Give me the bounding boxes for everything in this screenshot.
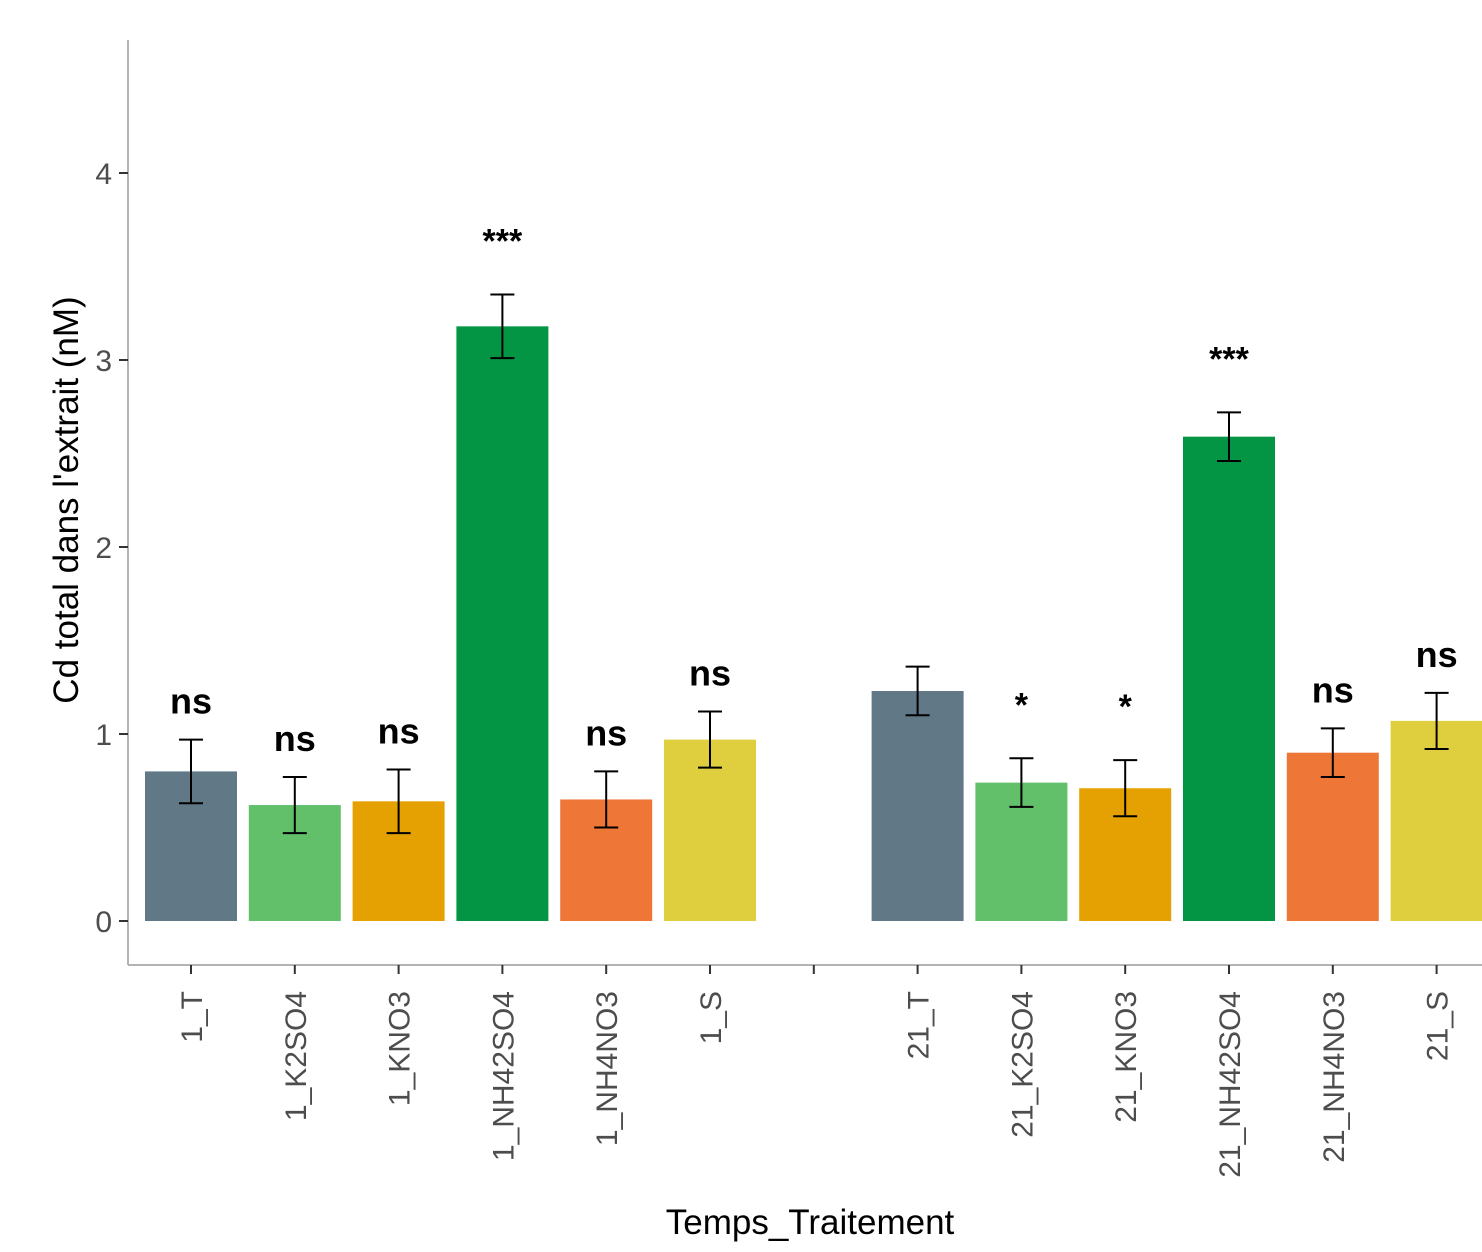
error-bar-1_K2SO4 — [282, 776, 307, 835]
x-ticks: 1_T 1_K2SO4 1_KNO3 1_NH42SO4 1_NH4NO3 1_S 21_T… — [176, 965, 1455, 1178]
x-tick-label-21_NH4NO3: 21_NH4NO3 — [1318, 991, 1351, 1163]
error-bar-1_NH4NO3 — [594, 770, 619, 829]
error-bar-1_NH42SO4 — [490, 293, 515, 360]
bar-1_NH42SO4 — [456, 326, 549, 922]
annotation-21_S: ns — [1416, 634, 1458, 675]
x-tick-label-1_S: 1_S — [695, 991, 728, 1044]
x-axis-title: Temps_Traitement — [666, 1203, 955, 1242]
y-tick-label-0: 0 — [95, 906, 112, 939]
bar-21_S — [1390, 720, 1482, 921]
bar-21_NH42SO4 — [1183, 436, 1275, 921]
annotation-21_NH4NO3: ns — [1312, 669, 1354, 710]
annotation-21_K2SO4: * — [1015, 686, 1029, 724]
x-tick-label-1_NH4NO3: 1_NH4NO3 — [591, 991, 624, 1146]
x-tick-label-21_KNO3: 21_KNO3 — [1110, 991, 1143, 1123]
annotation-21_NH42SO4: *** — [1209, 340, 1249, 378]
annotation-21_KNO3: * — [1119, 688, 1133, 726]
error-bar-1_KNO3 — [386, 768, 411, 835]
annotation-1_K2SO4: ns — [274, 718, 316, 759]
y-axis-title: Cd total dans l'extrait (nM) — [47, 296, 86, 703]
x-tick-label-1_T: 1_T — [176, 991, 209, 1043]
y-tick-label-1: 1 — [95, 719, 112, 752]
annotation-1_NH4NO3: ns — [585, 712, 627, 753]
y-tick-label-2: 2 — [95, 532, 112, 565]
x-tick-label-1_K2SO4: 1_K2SO4 — [280, 991, 313, 1121]
x-tick-label-1_NH42SO4: 1_NH42SO4 — [487, 991, 520, 1161]
axes — [127, 40, 1482, 966]
bar-1_S — [664, 739, 756, 921]
y-tick-label-3: 3 — [95, 345, 112, 378]
error-bar-21_S — [1424, 691, 1449, 750]
error-bar-1_T — [179, 738, 203, 805]
error-bar-21_KNO3 — [1113, 759, 1138, 818]
y-ticks: 0 1 2 3 4 — [95, 158, 128, 939]
bars — [145, 326, 1482, 922]
annotation-1_S: ns — [689, 653, 731, 694]
annotation-1_KNO3: ns — [378, 711, 420, 752]
y-tick-label-4: 4 — [95, 158, 112, 191]
x-tick-label-21_S: 21_S — [1422, 991, 1455, 1061]
error-bar-21_T — [905, 665, 930, 717]
error-bar-1_S — [698, 710, 722, 769]
annotation-1_NH42SO4: *** — [483, 223, 523, 261]
error-bar-21_NH42SO4 — [1217, 411, 1241, 462]
annotation-1_T: ns — [170, 681, 212, 722]
error-bars — [179, 293, 1449, 835]
x-tick-label-1_KNO3: 1_KNO3 — [384, 991, 417, 1106]
error-bar-21_NH4NO3 — [1320, 727, 1345, 779]
x-tick-label-21_T: 21_T — [903, 991, 936, 1059]
bar-21_T — [871, 690, 964, 921]
bar-21_NH4NO3 — [1286, 752, 1379, 921]
x-tick-label-21_NH42SO4: 21_NH42SO4 — [1214, 991, 1247, 1178]
x-tick-label-21_K2SO4: 21_K2SO4 — [1006, 991, 1039, 1138]
error-bar-21_K2SO4 — [1009, 757, 1034, 808]
